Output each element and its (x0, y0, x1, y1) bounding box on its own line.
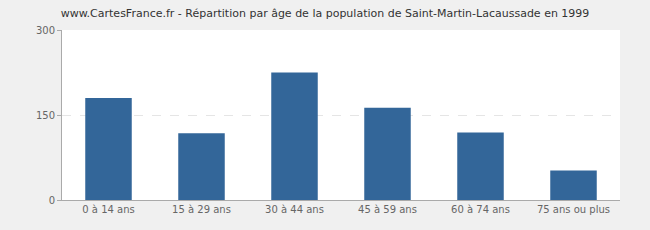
svg-text:0 à 14 ans: 0 à 14 ans (82, 204, 134, 215)
svg-text:150: 150 (36, 110, 55, 121)
svg-text:0: 0 (49, 195, 55, 206)
svg-text:75 ans ou plus: 75 ans ou plus (537, 204, 610, 215)
svg-text:30 à 44 ans: 30 à 44 ans (265, 204, 324, 215)
svg-text:60 à 74 ans: 60 à 74 ans (451, 204, 510, 215)
svg-text:45 à 59 ans: 45 à 59 ans (358, 204, 417, 215)
svg-text:www.CartesFrance.fr - Répartit: www.CartesFrance.fr - Répartition par âg… (61, 7, 590, 20)
svg-text:300: 300 (36, 25, 55, 36)
svg-text:15 à 29 ans: 15 à 29 ans (172, 204, 231, 215)
